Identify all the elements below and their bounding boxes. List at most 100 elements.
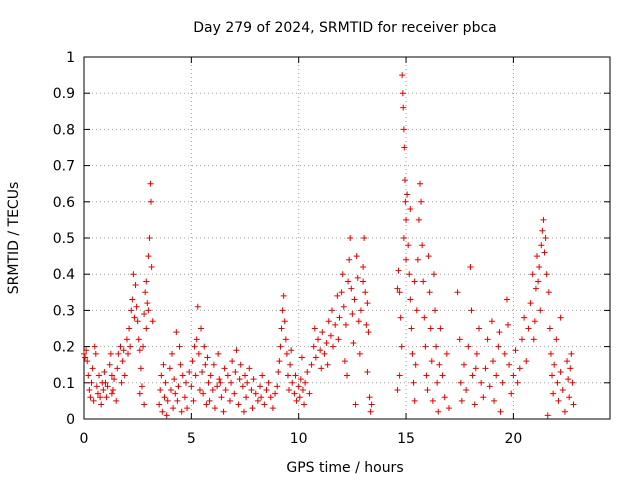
- data-point: [465, 343, 472, 350]
- data-point: [111, 376, 118, 383]
- y-tick-label: 0.2: [53, 340, 75, 356]
- data-point: [121, 372, 128, 379]
- data-point: [205, 379, 212, 386]
- data-point: [463, 387, 470, 394]
- data-point: [181, 394, 188, 401]
- data-point: [200, 390, 207, 397]
- data-point: [299, 387, 306, 394]
- data-point: [312, 354, 319, 361]
- data-point: [140, 343, 147, 350]
- data-point: [94, 390, 101, 397]
- data-point: [174, 397, 181, 404]
- data-point: [214, 383, 221, 390]
- data-point: [436, 361, 443, 368]
- data-point: [549, 372, 556, 379]
- data-point: [228, 379, 235, 386]
- data-point: [96, 372, 103, 379]
- data-point: [531, 318, 538, 325]
- data-point: [244, 379, 251, 386]
- data-point: [210, 361, 217, 368]
- data-point: [367, 408, 374, 415]
- data-point: [342, 321, 349, 328]
- data-point: [334, 292, 341, 299]
- x-tick-label: 5: [187, 431, 196, 447]
- data-point: [345, 278, 352, 285]
- data-point: [99, 379, 106, 386]
- data-point: [123, 336, 130, 343]
- data-point: [360, 263, 367, 270]
- data-point: [441, 394, 448, 401]
- data-point: [179, 372, 186, 379]
- data-point: [340, 303, 347, 310]
- data-point: [204, 354, 211, 361]
- data-point: [232, 368, 239, 375]
- data-point: [126, 325, 133, 332]
- data-point: [323, 339, 330, 346]
- data-point: [282, 336, 289, 343]
- data-point: [399, 72, 406, 79]
- data-point: [330, 343, 337, 350]
- data-point: [107, 350, 114, 357]
- data-point: [539, 227, 546, 234]
- data-point: [536, 263, 543, 270]
- axis-ticks: 00.10.20.30.40.50.60.70.80.910 5 10 15 20: [53, 50, 610, 447]
- data-point: [224, 372, 231, 379]
- data-point: [147, 180, 154, 187]
- data-point: [318, 365, 325, 372]
- data-point: [538, 242, 545, 249]
- data-point: [177, 361, 184, 368]
- data-point: [101, 368, 108, 375]
- data-point: [143, 278, 150, 285]
- data-point: [217, 379, 224, 386]
- data-point: [534, 253, 541, 260]
- data-point: [366, 394, 373, 401]
- data-point: [275, 368, 282, 375]
- data-point: [491, 397, 498, 404]
- data-point: [324, 361, 331, 368]
- data-point: [555, 397, 562, 404]
- data-point: [135, 336, 142, 343]
- data-point: [424, 387, 431, 394]
- data-point: [408, 325, 415, 332]
- data-point: [439, 372, 446, 379]
- data-point: [209, 387, 216, 394]
- data-point: [410, 379, 417, 386]
- data-point: [109, 387, 116, 394]
- data-point: [193, 336, 200, 343]
- data-point: [166, 365, 173, 372]
- data-point: [357, 307, 364, 314]
- data-point: [468, 307, 475, 314]
- data-point: [348, 285, 355, 292]
- data-point: [119, 358, 126, 365]
- data-point: [361, 235, 368, 241]
- data-point: [103, 394, 110, 401]
- y-tick-label: 0.4: [53, 267, 75, 283]
- data-point: [356, 350, 363, 357]
- data-point: [184, 405, 191, 412]
- data-point: [160, 361, 167, 368]
- y-tick-label: 0.1: [53, 376, 75, 392]
- data-point: [395, 267, 402, 274]
- data-point: [298, 354, 305, 361]
- data-point: [401, 144, 408, 151]
- data-point: [274, 383, 281, 390]
- data-point: [125, 350, 132, 357]
- y-tick-label: 0.8: [53, 122, 75, 138]
- data-point: [407, 206, 414, 213]
- data-point: [565, 376, 572, 383]
- data-point: [138, 383, 145, 390]
- data-point: [254, 397, 261, 404]
- data-point: [544, 412, 551, 419]
- data-point: [472, 365, 479, 372]
- data-point: [149, 318, 156, 325]
- data-point: [131, 314, 138, 321]
- data-point: [497, 408, 504, 415]
- data-point: [196, 387, 203, 394]
- data-point: [302, 379, 309, 386]
- data-point: [328, 307, 335, 314]
- data-point: [495, 343, 502, 350]
- data-point: [163, 412, 170, 419]
- x-tick-label: 10: [290, 431, 308, 447]
- data-point: [362, 289, 369, 296]
- data-point: [344, 372, 350, 379]
